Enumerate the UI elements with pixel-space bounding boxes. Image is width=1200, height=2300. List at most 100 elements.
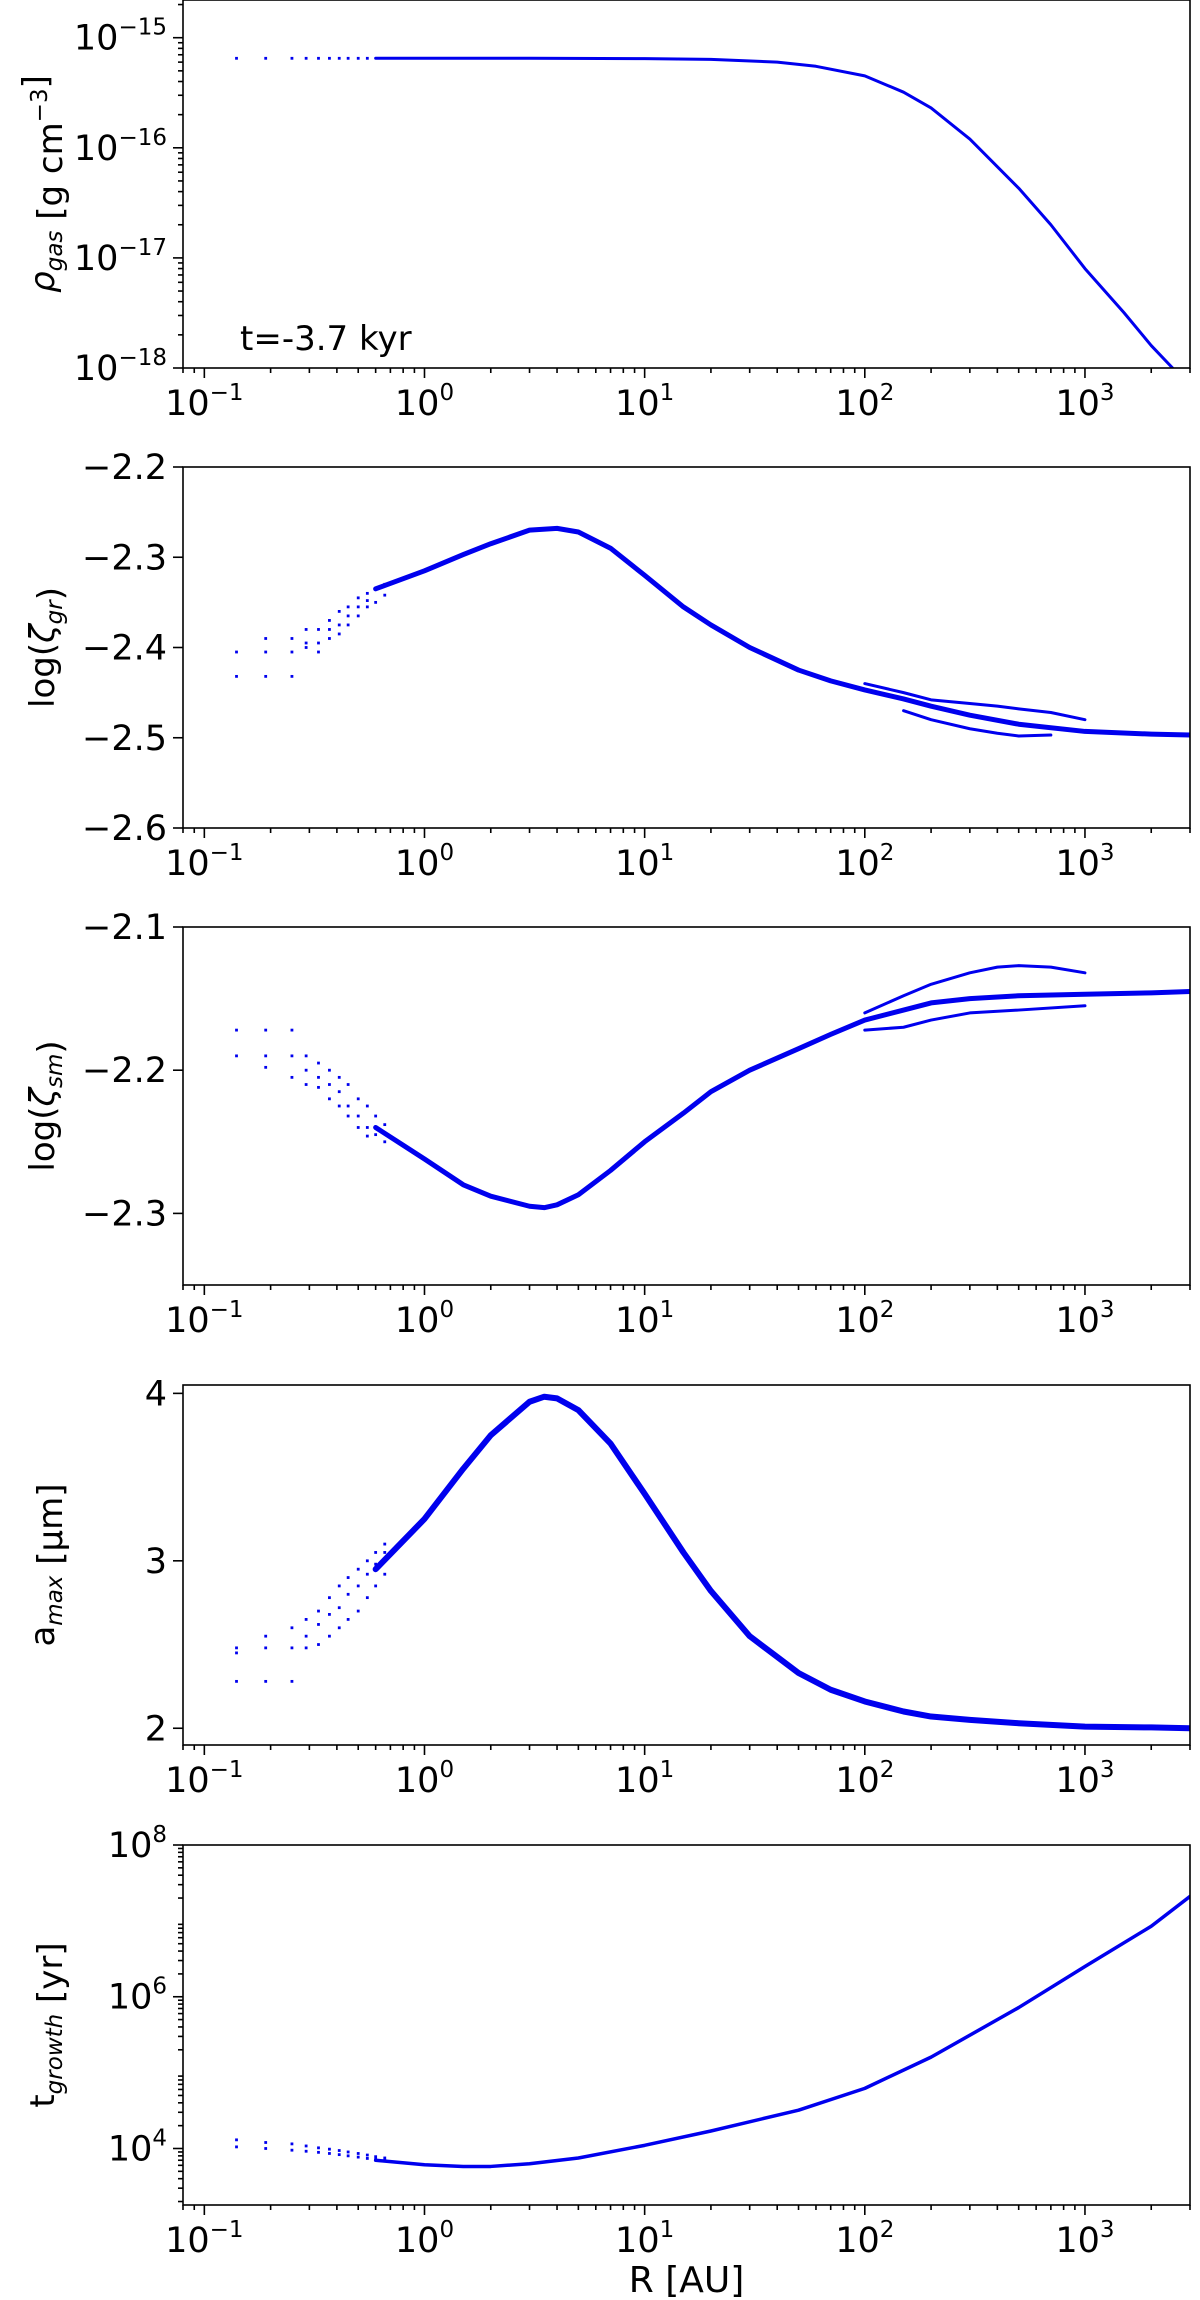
x-tick-exponent: 3 — [1100, 380, 1115, 406]
y-tick-label: 10−16 — [74, 125, 167, 169]
data-point — [304, 2149, 308, 2153]
data-point — [383, 1542, 387, 1546]
x-tick-base: 10 — [615, 844, 660, 884]
y-tick-exponent: −16 — [118, 125, 167, 151]
x-tick-exponent: 3 — [1100, 2217, 1115, 2243]
x-tick-base: 10 — [835, 2221, 880, 2261]
data-point — [304, 646, 308, 649]
x-tick-label: 100 — [395, 840, 454, 884]
y-axis-label: amax [μm] — [23, 1483, 71, 1646]
data-point — [317, 628, 320, 631]
data-point — [337, 1090, 341, 1094]
gas-density-panel: 10−1 100 101 102 10310−1810−1710−1610−15ρgas… — [16, 0, 1191, 424]
x-tick-base: 10 — [615, 384, 660, 424]
data-point — [290, 1028, 294, 1032]
y-tick-label: −2.1 — [82, 908, 167, 948]
data-point — [328, 56, 331, 60]
x-tick-base: 10 — [1055, 2221, 1100, 2261]
y-tick-label: 3 — [145, 1542, 167, 1582]
x-tick-base: 10 — [165, 1301, 210, 1341]
axes-frame — [182, 0, 1191, 369]
y-label-symbol: a — [23, 1626, 63, 1647]
y-tick-exponent: −17 — [118, 235, 167, 261]
data-point — [317, 1085, 320, 1089]
axes-frame — [182, 926, 1191, 1286]
y-tick-label: 108 — [108, 1822, 167, 1866]
y-label-superscript: −3 — [27, 88, 53, 122]
data-point — [374, 2155, 378, 2159]
y-tick-base: 10 — [108, 1978, 153, 2018]
x-tick-label: 103 — [1055, 840, 1114, 884]
data-point — [264, 650, 268, 654]
data-point — [346, 1114, 350, 1118]
x-tick-base: 10 — [615, 1301, 660, 1341]
data-point — [235, 1646, 238, 1650]
data-point — [328, 619, 331, 622]
data-point — [383, 582, 387, 586]
axes-frame — [182, 1384, 1191, 1746]
data-point — [328, 637, 331, 640]
series-line-zeta-gr — [373, 525, 1190, 738]
data-point — [356, 1114, 360, 1118]
y-tick-label: −2.3 — [82, 538, 167, 578]
x-tick-exponent: −1 — [210, 1757, 244, 1783]
data-point — [374, 1551, 378, 1554]
data-point — [235, 1054, 238, 1058]
x-tick-exponent: 0 — [439, 2217, 454, 2243]
x-axis-label: R [AU] — [629, 2260, 745, 2300]
y-tick-base: 10 — [74, 129, 119, 169]
data-point — [374, 587, 378, 591]
y-axis-label: log(ζsm) — [23, 1040, 71, 1171]
x-tick-exponent: 2 — [880, 1297, 895, 1323]
series-line-zeta-sm — [373, 988, 1190, 1211]
series-line-density — [374, 56, 1175, 368]
data-point — [290, 1075, 294, 1079]
data-point — [264, 1065, 268, 1069]
series-line-amax — [372, 1393, 1190, 1732]
y-label-suffix: ] — [16, 75, 56, 88]
x-tick-exponent: 1 — [660, 2217, 675, 2243]
x-tick-base: 10 — [395, 1301, 440, 1341]
data-point — [346, 614, 350, 618]
data-point — [317, 1643, 320, 1646]
y-tick-base: 10 — [108, 1826, 153, 1866]
series-line-zeta-sm-spread-b — [863, 1004, 1087, 1032]
x-tick-label: 10−1 — [165, 840, 243, 884]
y-label-subscript: sm — [42, 1054, 68, 1088]
data-point — [304, 1634, 308, 1638]
data-point — [304, 1618, 308, 1621]
x-tick-base: 10 — [165, 1761, 210, 1801]
x-tick-label: 100 — [395, 2217, 454, 2261]
y-label-symbol: ρ — [23, 271, 63, 293]
x-tick-base: 10 — [165, 2221, 210, 2261]
data-point — [337, 610, 341, 613]
data-point — [290, 1626, 294, 1630]
data-point — [290, 1646, 294, 1650]
x-tick-base: 10 — [1055, 384, 1100, 424]
y-tick-exponent: −15 — [118, 15, 167, 41]
y-label-units: [yr] — [31, 1942, 71, 2013]
data-point — [365, 1572, 369, 1576]
data-point — [374, 1562, 378, 1566]
data-point — [328, 2152, 331, 2155]
x-tick-label: 101 — [615, 380, 674, 424]
x-tick-base: 10 — [835, 844, 880, 884]
y-tick-label: −2.2 — [82, 1051, 167, 1091]
data-point — [328, 1596, 331, 1600]
data-point — [328, 1613, 331, 1616]
data-point — [290, 674, 294, 678]
y-tick-label: −2.3 — [82, 1194, 167, 1234]
data-point — [346, 1592, 350, 1596]
x-tick-exponent: 2 — [880, 840, 895, 866]
data-point — [337, 1075, 341, 1079]
data-point — [290, 56, 294, 60]
y-tick-label: −2.4 — [82, 629, 167, 669]
y-tick-label: 104 — [108, 2125, 167, 2169]
data-point — [365, 599, 369, 602]
data-point — [356, 1609, 360, 1613]
data-point — [304, 1054, 308, 1058]
data-point — [337, 2149, 341, 2152]
y-axis-label: log(ζgr) — [23, 587, 71, 708]
